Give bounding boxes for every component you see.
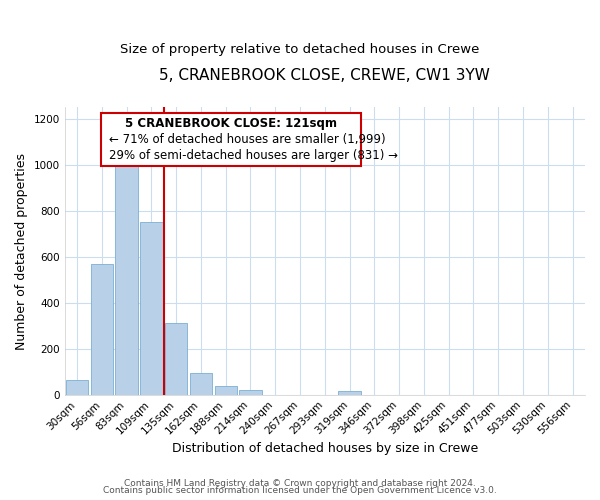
Bar	[190, 373, 212, 394]
Bar	[66, 380, 88, 394]
Text: 29% of semi-detached houses are larger (831) →: 29% of semi-detached houses are larger (…	[109, 149, 398, 162]
Bar	[91, 264, 113, 394]
FancyBboxPatch shape	[101, 113, 361, 166]
Bar	[165, 324, 187, 394]
Text: 5 CRANEBROOK CLOSE: 121sqm: 5 CRANEBROOK CLOSE: 121sqm	[125, 118, 337, 130]
Text: ← 71% of detached houses are smaller (1,999): ← 71% of detached houses are smaller (1,…	[109, 133, 386, 146]
Text: Contains HM Land Registry data © Crown copyright and database right 2024.: Contains HM Land Registry data © Crown c…	[124, 478, 476, 488]
X-axis label: Distribution of detached houses by size in Crewe: Distribution of detached houses by size …	[172, 442, 478, 455]
Bar	[338, 392, 361, 394]
Bar	[239, 390, 262, 394]
Title: 5, CRANEBROOK CLOSE, CREWE, CW1 3YW: 5, CRANEBROOK CLOSE, CREWE, CW1 3YW	[160, 68, 490, 82]
Bar	[115, 165, 138, 394]
Y-axis label: Number of detached properties: Number of detached properties	[15, 152, 28, 350]
Text: Contains public sector information licensed under the Open Government Licence v3: Contains public sector information licen…	[103, 486, 497, 495]
Text: Size of property relative to detached houses in Crewe: Size of property relative to detached ho…	[121, 42, 479, 56]
Bar	[140, 222, 163, 394]
Bar	[215, 386, 237, 394]
